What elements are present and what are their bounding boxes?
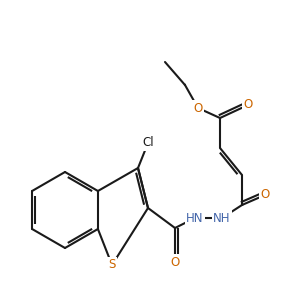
Text: O: O xyxy=(243,99,253,112)
Text: O: O xyxy=(260,188,270,201)
Text: Cl: Cl xyxy=(142,136,154,149)
Text: NH: NH xyxy=(213,212,231,225)
Text: S: S xyxy=(108,258,116,271)
Text: O: O xyxy=(193,101,203,114)
Text: HN: HN xyxy=(186,212,204,225)
Text: O: O xyxy=(170,255,180,268)
